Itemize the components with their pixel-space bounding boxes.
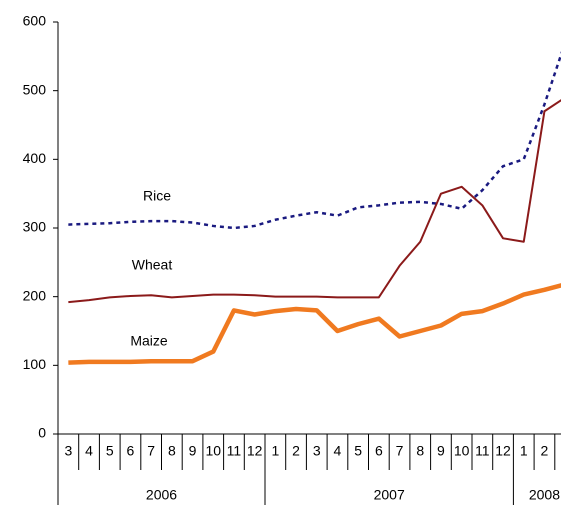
group-label: 2006 [146,487,177,503]
x-tick-label: 6 [127,443,135,459]
x-tick-label: 9 [437,443,445,459]
group-label: 2007 [374,487,405,503]
x-tick-label: 1 [520,443,528,459]
series-label: Rice [143,188,171,204]
x-tick-label: 2 [292,443,300,459]
x-tick-label: 8 [168,443,176,459]
x-tick-label: 11 [227,443,242,459]
x-tick-label: 1 [271,443,279,459]
y-tick-label: 0 [38,425,46,441]
y-tick-label: 600 [23,13,47,29]
x-tick-label: 5 [106,443,114,459]
x-tick-label: 10 [454,443,470,459]
series-line [68,283,561,365]
x-tick-label: 10 [205,443,221,459]
x-tick-label: 2 [541,443,549,459]
x-tick-label: 5 [354,443,362,459]
x-tick-label: 4 [334,443,342,459]
x-tick-label: 4 [85,443,93,459]
x-tick-label: 9 [189,443,197,459]
y-tick-label: 100 [23,356,47,372]
x-tick-label: 7 [396,443,404,459]
y-tick-label: 500 [23,81,47,97]
x-tick-label: 12 [495,443,511,459]
series-line [68,51,561,230]
x-tick-label: 6 [375,443,383,459]
x-tick-label: 3 [64,443,72,459]
y-tick-label: 200 [23,287,47,303]
x-tick-label: 12 [247,443,263,459]
series-label: Maize [130,333,168,349]
series-label: Wheat [132,257,173,273]
group-label: 2008 [529,487,560,503]
x-tick-label: 11 [475,443,490,459]
y-tick-label: 300 [23,219,47,235]
x-tick-label: 7 [147,443,155,459]
y-tick-label: 400 [23,150,47,166]
x-tick-label: 8 [416,443,424,459]
series-line [68,99,561,304]
x-tick-label: 3 [313,443,321,459]
